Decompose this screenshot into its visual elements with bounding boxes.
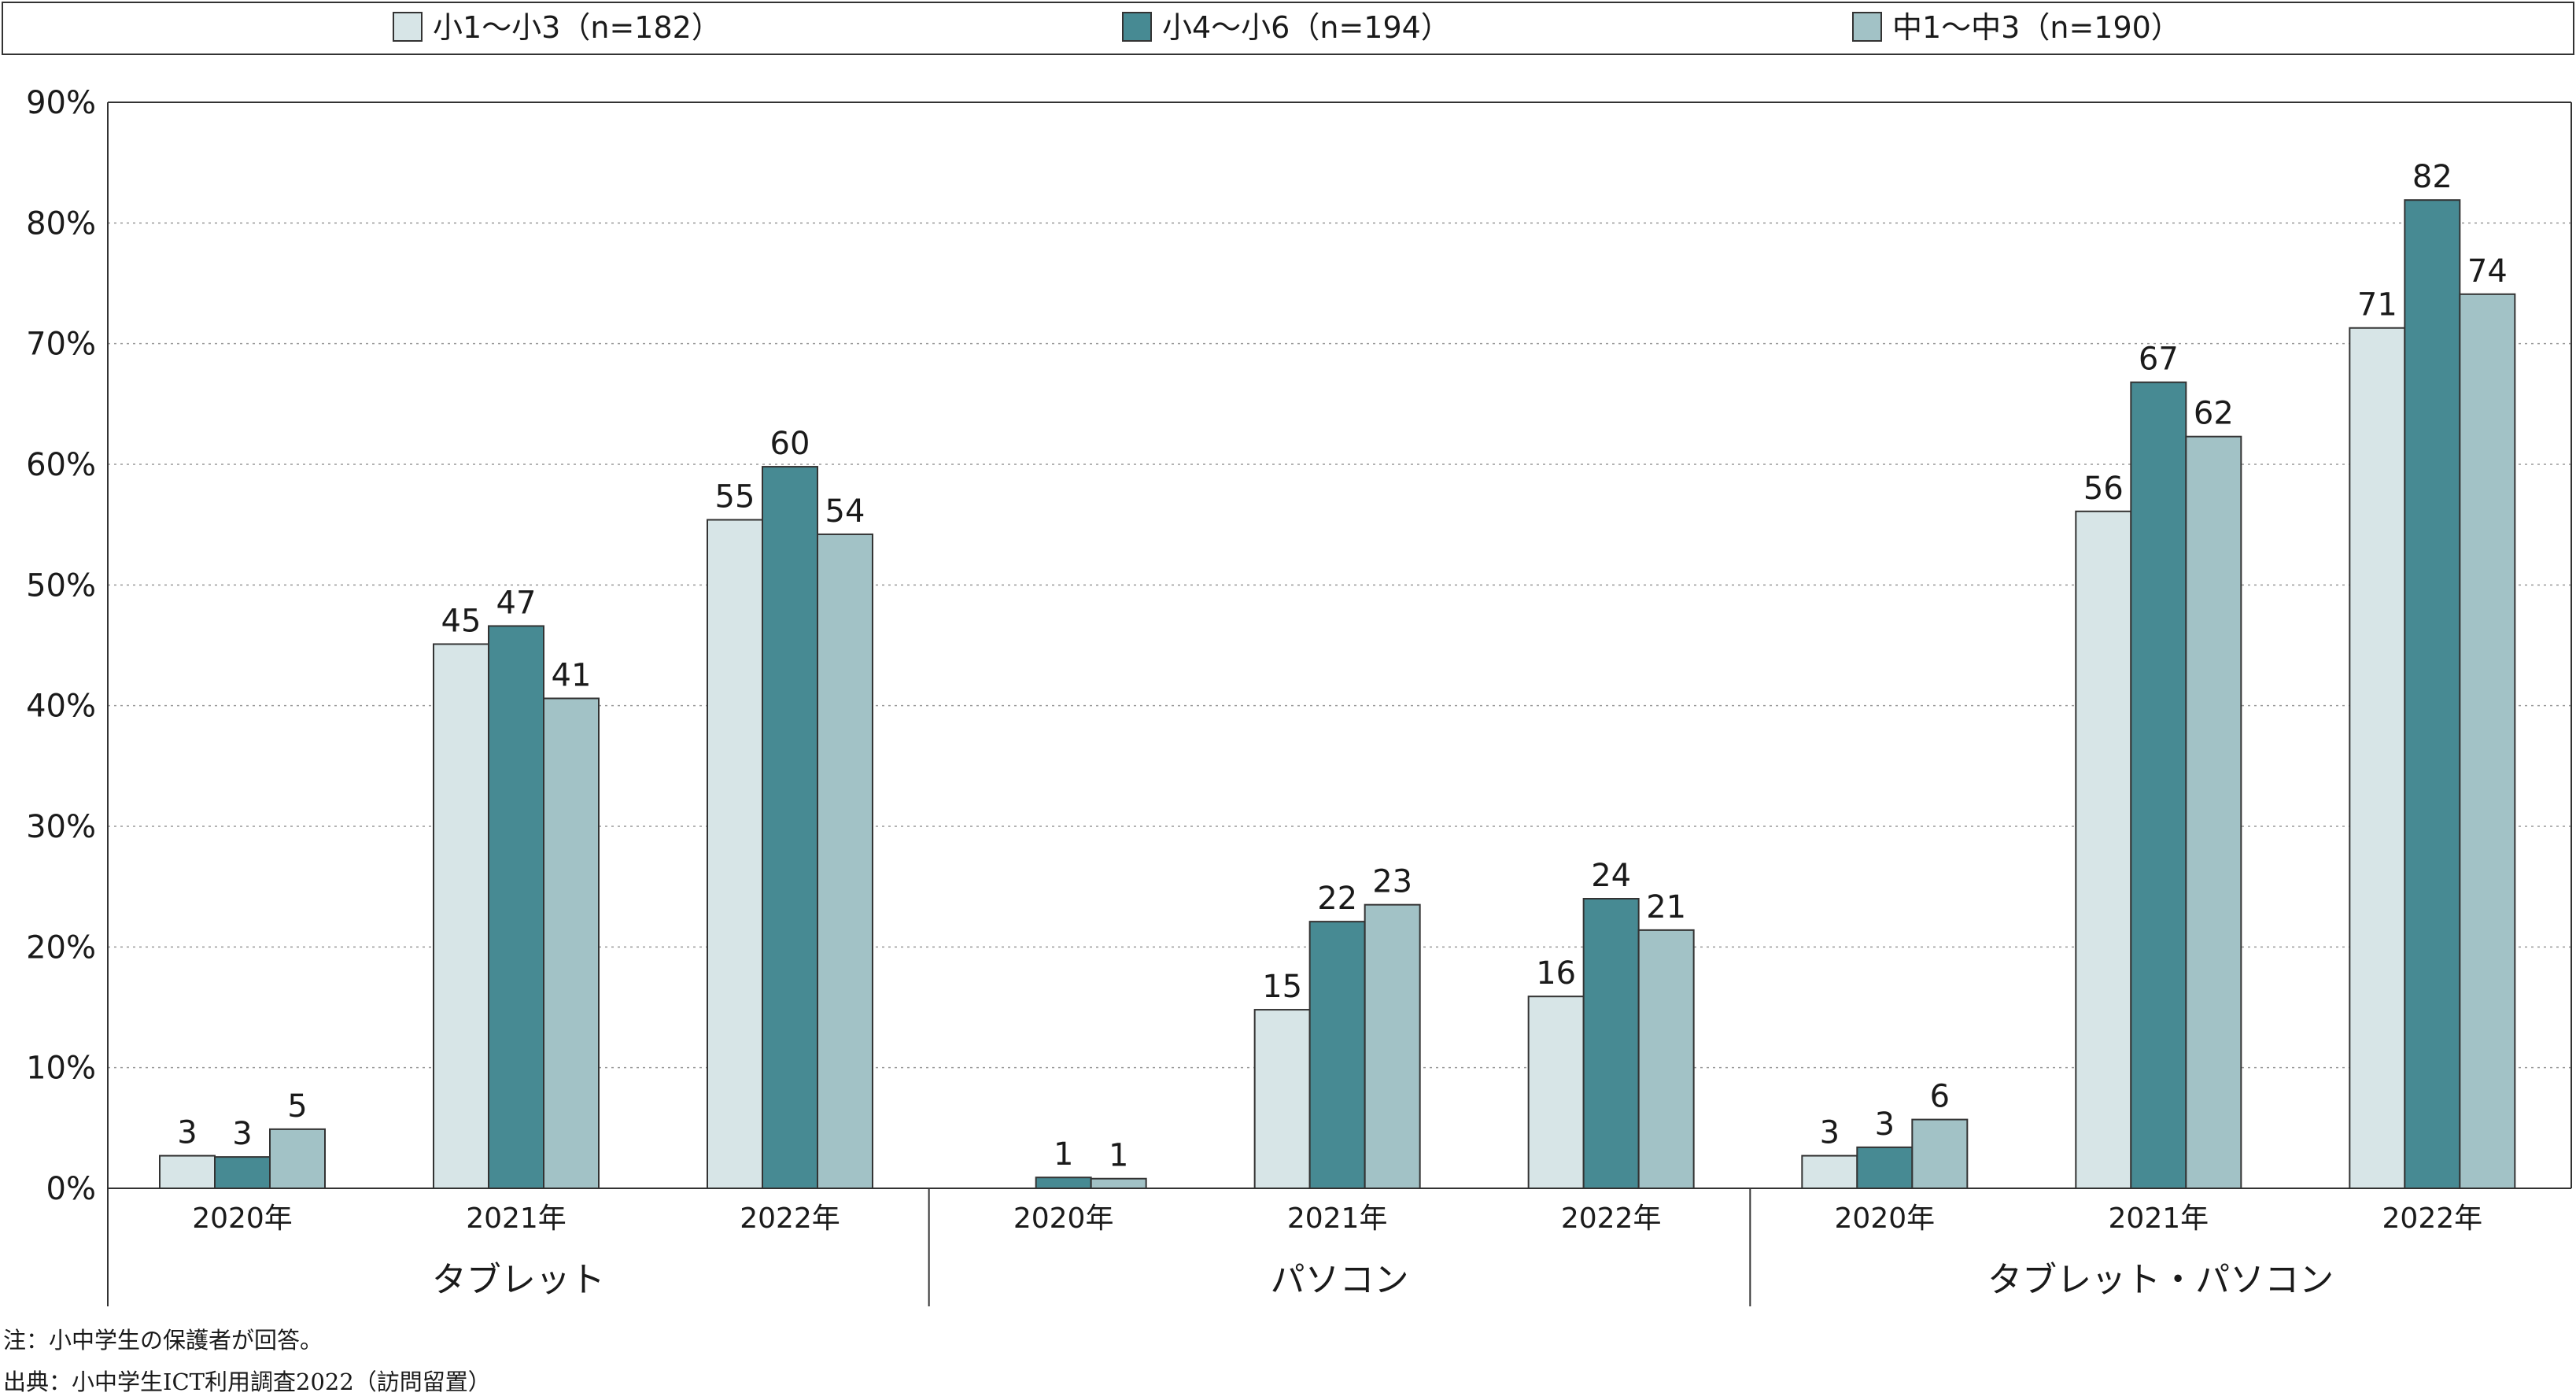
bar	[1637, 929, 1695, 1190]
y-tick-label: 60%	[26, 447, 96, 483]
y-tick-label: 20%	[26, 929, 96, 966]
legend-swatch	[393, 12, 423, 42]
y-tick-label: 90%	[26, 85, 96, 121]
data-label: 3	[1875, 1106, 1895, 1143]
bar	[269, 1128, 326, 1190]
x-tick-label: 2022年	[740, 1202, 840, 1235]
bar	[1364, 903, 1421, 1189]
group-label: パソコン	[1271, 1260, 1409, 1300]
data-label: 16	[1536, 955, 1576, 992]
bar	[2349, 327, 2406, 1190]
legend-label: 小4～小6（n=194）	[1162, 10, 1451, 45]
bar	[1527, 996, 1585, 1189]
data-label: 45	[441, 603, 482, 639]
bar	[1911, 1118, 1969, 1189]
bar	[1801, 1154, 1858, 1189]
data-label: 6	[1930, 1079, 1950, 1115]
data-label: 3	[1820, 1115, 1840, 1151]
data-label: 60	[770, 426, 810, 462]
data-label: 3	[232, 1116, 252, 1152]
bar	[1090, 1177, 1147, 1189]
bar	[1253, 1009, 1311, 1189]
data-label: 41	[552, 657, 592, 693]
data-label: 54	[825, 493, 865, 530]
y-tick-label: 0%	[46, 1171, 96, 1207]
y-tick-label: 10%	[26, 1051, 96, 1087]
data-label: 24	[1591, 858, 1631, 894]
y-tick-label: 80%	[26, 205, 96, 242]
x-tick-label: 2022年	[2382, 1202, 2483, 1235]
data-label: 1	[1054, 1136, 1073, 1173]
data-label: 22	[1317, 881, 1357, 917]
legend-swatch	[1852, 12, 1882, 42]
x-tick-label: 2022年	[1561, 1202, 1662, 1235]
legend-box	[2, 2, 2574, 55]
bar	[707, 519, 763, 1189]
data-label: 3	[177, 1115, 197, 1151]
data-label: 21	[1646, 889, 1686, 925]
bar	[2130, 381, 2187, 1190]
x-tick-label: 2021年	[466, 1202, 566, 1235]
y-tick-label: 70%	[26, 327, 96, 363]
data-label: 82	[2412, 159, 2452, 195]
data-label: 5	[287, 1088, 307, 1125]
source-note: 出典：小中学生ICT利用調査2022（訪問留置）	[3, 1369, 491, 1395]
data-label: 23	[1372, 864, 1412, 900]
bar	[1035, 1177, 1092, 1189]
footnote: 注：小中学生の保護者が回答。	[3, 1327, 323, 1354]
bar	[817, 533, 873, 1189]
bar	[159, 1154, 216, 1189]
bars	[159, 199, 2516, 1190]
bar	[488, 625, 544, 1189]
bar	[433, 643, 489, 1189]
data-label: 56	[2083, 471, 2124, 507]
y-tick-label: 40%	[26, 689, 96, 725]
bar	[2459, 293, 2516, 1189]
y-tick-label: 30%	[26, 809, 96, 845]
data-label: 1	[1109, 1138, 1128, 1174]
bar	[762, 466, 818, 1189]
bar	[1582, 898, 1640, 1189]
legend-label: 中1～中3（n=190）	[1892, 10, 2181, 45]
bar	[2404, 199, 2461, 1190]
data-label: 67	[2139, 342, 2179, 378]
group-label: タブレット・パソコン	[1987, 1260, 2334, 1300]
bar	[214, 1156, 271, 1189]
data-label: 71	[2357, 287, 2397, 323]
data-label: 74	[2467, 253, 2508, 290]
bar	[1856, 1146, 1914, 1190]
legend-swatch	[1122, 12, 1152, 42]
data-label: 47	[496, 585, 537, 621]
x-tick-label: 2020年	[192, 1202, 293, 1235]
bar	[2075, 510, 2132, 1189]
bar	[2185, 435, 2242, 1189]
bar	[1308, 921, 1366, 1189]
x-tick-label: 2021年	[2109, 1202, 2209, 1235]
data-label: 15	[1262, 969, 1302, 1005]
legend: 小1～小3（n=182） 小4～小6（n=194） 中1～中3（n=190）	[2, 2, 2574, 55]
legend-label: 小1～小3（n=182）	[433, 10, 722, 45]
group-label: タブレット	[432, 1260, 605, 1300]
x-tick-label: 2020年	[1835, 1202, 1936, 1235]
x-tick-label: 2021年	[1287, 1202, 1388, 1235]
data-label: 62	[2194, 396, 2234, 432]
bar	[543, 697, 600, 1189]
x-tick-label: 2020年	[1013, 1202, 1114, 1235]
data-label: 55	[715, 479, 755, 515]
y-tick-label: 50%	[26, 567, 96, 604]
